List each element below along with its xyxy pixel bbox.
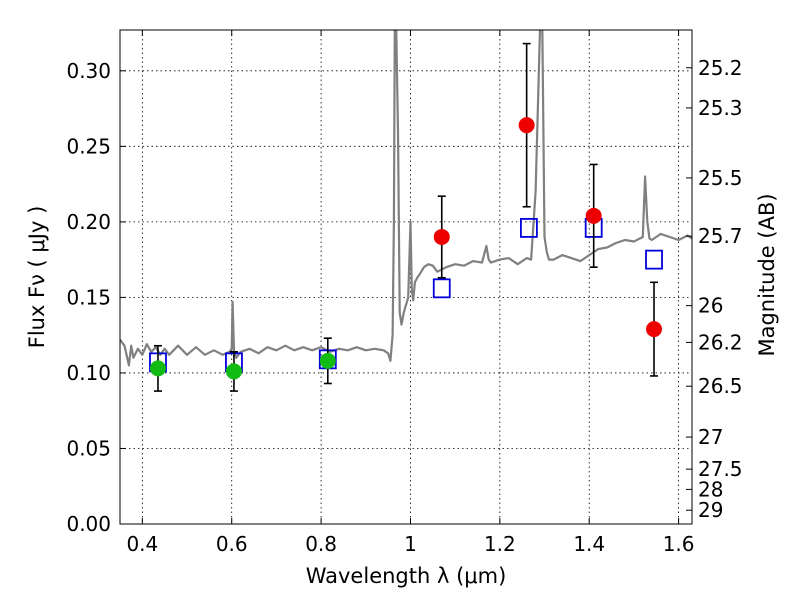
magnitude-tick-label: 25.2 bbox=[698, 56, 743, 80]
axis-ticks: 0.4 0.6 0.8 1 1.2 1.4 1.6 0.00 0.05 0.10 0.15 0.20 0… bbox=[66, 30, 743, 556]
spectrum-line bbox=[120, 30, 692, 367]
plot-frame bbox=[119, 29, 693, 525]
grid bbox=[120, 30, 692, 525]
observed-flux-point bbox=[585, 207, 602, 224]
model-flux-square bbox=[432, 278, 451, 299]
model-flux-square bbox=[519, 218, 538, 238]
magnitude-tick-label: 27.5 bbox=[698, 457, 743, 481]
x-tick-label: 1.2 bbox=[484, 532, 516, 556]
y-tick-label: 0.25 bbox=[66, 134, 111, 158]
magnitude-tick-label: 29 bbox=[698, 498, 723, 522]
observed-flux-point bbox=[518, 117, 535, 134]
x-axis-label: Wavelength λ (μm) bbox=[306, 564, 507, 588]
magnitude-tick-label: 25.5 bbox=[698, 166, 743, 190]
x-tick-label: 0.4 bbox=[126, 532, 158, 556]
y-tick-label: 0.05 bbox=[66, 436, 111, 460]
magnitude-axis-label: Magnitude (AB) bbox=[755, 193, 779, 356]
observed-flux-point bbox=[225, 363, 242, 380]
observed-flux-point bbox=[433, 228, 450, 245]
magnitude-tick-label: 25.7 bbox=[698, 224, 743, 248]
magnitude-tick-label: 28 bbox=[698, 477, 723, 501]
x-tick-label: 0.8 bbox=[305, 532, 337, 556]
observed-flux-point bbox=[149, 360, 166, 377]
magnitude-tick-label: 27 bbox=[698, 425, 723, 449]
y-tick-label: 0.20 bbox=[66, 210, 111, 234]
y-tick-label: 0.00 bbox=[66, 512, 111, 536]
data-series bbox=[120, 30, 692, 392]
magnitude-tick-label: 25.3 bbox=[698, 96, 743, 120]
y-tick-label: 0.15 bbox=[66, 285, 111, 309]
magnitude-tick-label: 26.5 bbox=[698, 374, 743, 398]
x-tick-label: 1.4 bbox=[573, 532, 605, 556]
x-tick-label: 1.6 bbox=[663, 532, 695, 556]
model-flux-square bbox=[645, 249, 663, 270]
magnitude-tick-label: 26.2 bbox=[698, 330, 743, 354]
y-axis-label: Flux Fν ( μJy ) bbox=[25, 206, 49, 349]
x-tick-label: 0.6 bbox=[216, 532, 248, 556]
observed-flux-point bbox=[646, 321, 663, 338]
y-tick-label: 0.30 bbox=[66, 59, 111, 83]
y-tick-label: 0.10 bbox=[66, 361, 111, 385]
observed-flux-point bbox=[319, 352, 336, 369]
magnitude-tick-label: 26 bbox=[698, 294, 723, 318]
x-tick-label: 1 bbox=[404, 532, 417, 556]
